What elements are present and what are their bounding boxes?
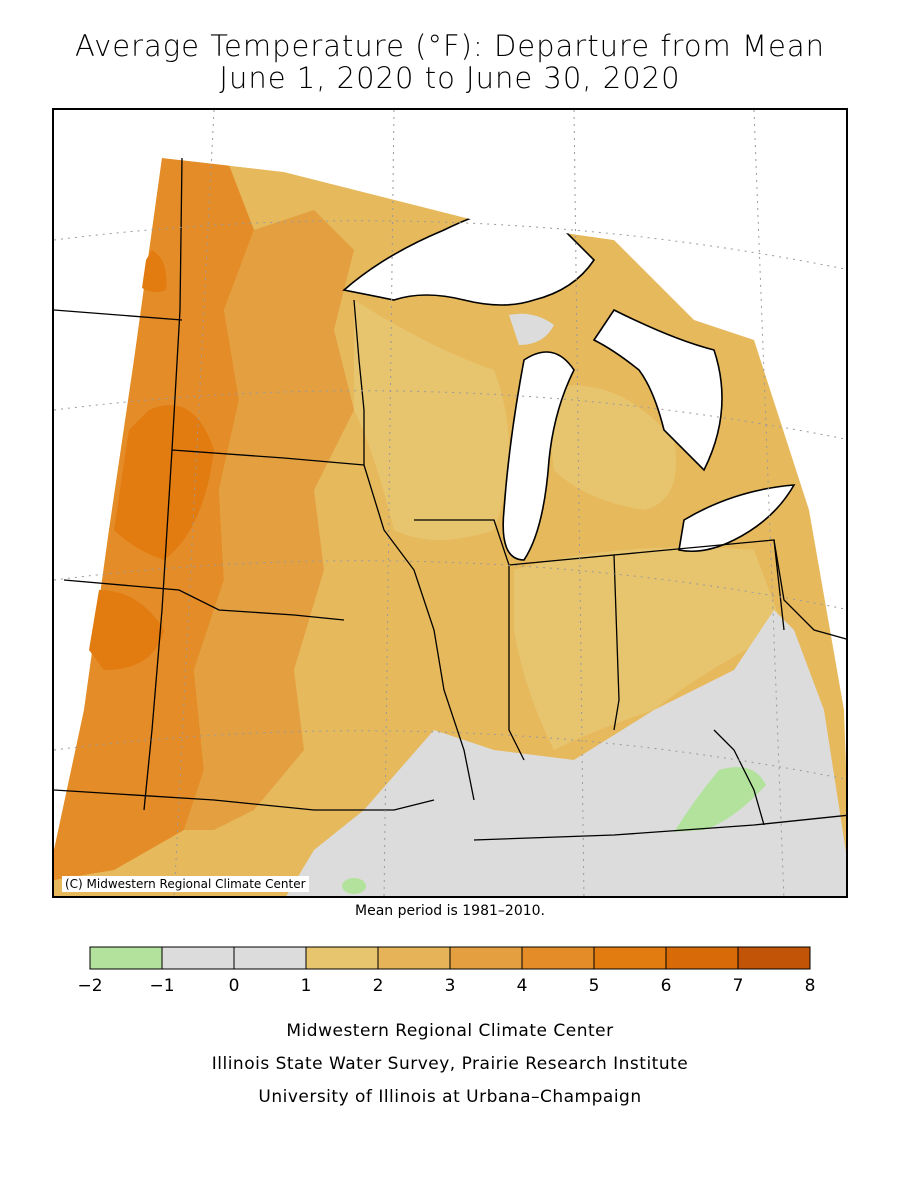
lake-erie [678,484,796,553]
legend-bin-5-to-6 [593,946,667,970]
credit-mrcc: Midwestern Regional Climate Center [286,1021,614,1041]
legend-tick-label: −1 [149,976,175,996]
legend-bin-7-to-8 [737,946,811,970]
lake-huron [592,308,723,472]
mean-period-note: Mean period is 1981–2010. [355,903,545,919]
cool-zone-southwest [342,878,366,894]
moderate-zone [184,210,354,830]
cool-zone-appalachia [674,767,766,832]
legend-tick-label: 5 [588,976,600,996]
credit-isws: Illinois State Water Survey, Prairie Res… [211,1054,689,1074]
map-copyright: (C) Midwestern Regional Climate Center [62,876,309,892]
hot-zone-dakotas [114,405,214,560]
legend-tick-label: 1 [300,976,312,996]
legend-tick-label: 2 [372,976,384,996]
canada-region [162,110,846,340]
legend-bin-0-to-1 [233,946,307,970]
legend-bin--2-to--1 [89,946,163,970]
legend-tick-label: −2 [77,976,103,996]
legend-bin-3-to-4 [449,946,523,970]
state-boundaries [54,157,846,841]
credit-uiuc: University of Illinois at Urbana–Champai… [258,1087,642,1107]
mild-zone-wisconsin [354,300,509,540]
legend-bin-4-to-5 [521,946,595,970]
temperature-departure-map [54,110,846,896]
map-date-range: June 1, 2020 to June 30, 2020 [219,61,681,95]
lake-michigan [502,351,575,561]
legend-tick-label: 4 [516,976,528,996]
color-legend [89,946,811,970]
map-panel: (C) Midwestern Regional Climate Center [52,108,848,898]
legend-bin-1-to-2 [305,946,379,970]
legend-tick-label: 8 [804,976,816,996]
legend-bin-2-to-3 [377,946,451,970]
mild-zone-michigan [544,385,676,510]
hot-zone-north [142,250,167,293]
legend-tick-label: 6 [660,976,672,996]
hot-zone-nebraska [89,590,164,670]
map-title: Average Temperature (°F): Departure from… [74,29,826,63]
legend-tick-label: 3 [444,976,456,996]
graticule [54,110,846,896]
legend-tick-label: 7 [732,976,744,996]
legend-tick-label: 0 [228,976,240,996]
near-normal-zone-north [509,313,554,345]
legend-bin-6-to-7 [665,946,739,970]
legend-bin--1-to-0 [161,946,235,970]
